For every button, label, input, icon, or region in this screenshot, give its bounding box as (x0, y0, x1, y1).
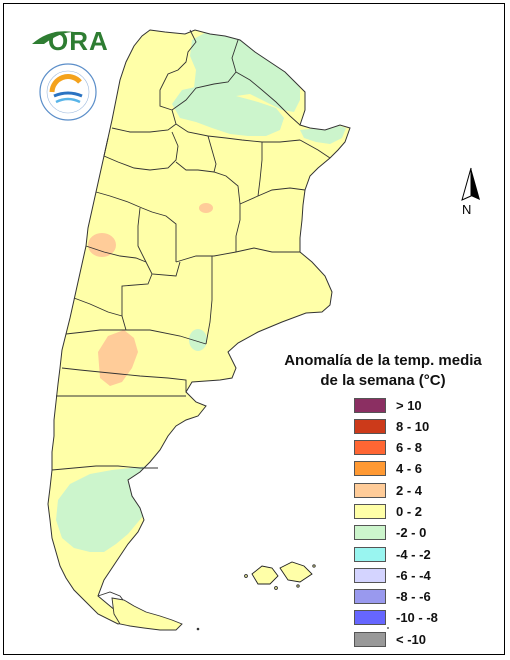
legend-label: 8 - 10 (396, 418, 430, 434)
legend-label: 6 - 8 (396, 440, 423, 456)
legend-label: > 10 (396, 397, 422, 413)
legend: > 10 8 - 10 6 - 8 4 - 6 2 - 4 0 - 2 -2 - 0 -4 -… (354, 395, 438, 651)
legend-swatch (354, 461, 386, 477)
legend-item: < -10 (354, 629, 438, 649)
legend-swatch (354, 418, 386, 434)
warm-zone-cuyo (88, 233, 116, 257)
legend-item: 2 - 4 (354, 480, 438, 500)
warm-zone-cordoba-spot (199, 203, 213, 213)
north-arrow-icon (461, 167, 480, 201)
legend-label: 4 - 6 (396, 461, 423, 477)
legend-label: -10 - -8 (396, 610, 438, 626)
legend-label: 2 - 4 (396, 482, 423, 498)
cool-zone-center-spot (189, 329, 207, 351)
legend-item: -4 - -2 (354, 544, 438, 564)
legend-swatch (354, 525, 386, 541)
legend-item: -6 - -4 (354, 565, 438, 585)
legend-swatch (354, 440, 386, 456)
cool-zone-mesopotamia (300, 124, 346, 144)
legend-swatch (354, 482, 386, 498)
legend-item: > 10 (354, 395, 438, 415)
legend-swatch (354, 397, 386, 413)
legend-label: -8 - -6 (396, 589, 431, 605)
institution-seal (39, 63, 97, 121)
ora-logo-swoosh (32, 31, 74, 44)
legend-item: 8 - 10 (354, 416, 438, 436)
legend-item: 6 - 8 (354, 438, 438, 458)
legend-swatch (354, 503, 386, 519)
legend-swatch (354, 631, 386, 647)
legend-label: 0 - 2 (396, 503, 423, 519)
malvinas-islands (244, 561, 316, 590)
cool-zone-northwest (172, 86, 284, 136)
legend-swatch (354, 567, 386, 583)
legend-swatch (354, 610, 386, 626)
legend-label: -4 - -2 (396, 546, 431, 562)
legend-item: -10 - -8 (354, 608, 438, 628)
cool-zone-north (190, 30, 300, 112)
warm-zone-neuquen (98, 330, 138, 386)
legend-swatch (354, 546, 386, 562)
legend-title-line1: Anomalía de la temp. media (284, 352, 482, 369)
legend-item: -8 - -6 (354, 587, 438, 607)
legend-title-line2: de la semana (°C) (320, 372, 446, 389)
province-borders (47, 29, 351, 625)
legend-label: < -10 (396, 631, 426, 647)
tierra-del-fuego (111, 597, 183, 631)
legend-label: -6 - -4 (396, 567, 431, 583)
north-label: N (462, 202, 472, 217)
legend-item: 4 - 6 (354, 459, 438, 479)
legend-item: 0 - 2 (354, 501, 438, 521)
legend-item: -2 - 0 (354, 523, 438, 543)
legend-label: -2 - 0 (396, 525, 427, 541)
legend-swatch (354, 589, 386, 605)
ora-logo-text: ORA (48, 26, 109, 56)
